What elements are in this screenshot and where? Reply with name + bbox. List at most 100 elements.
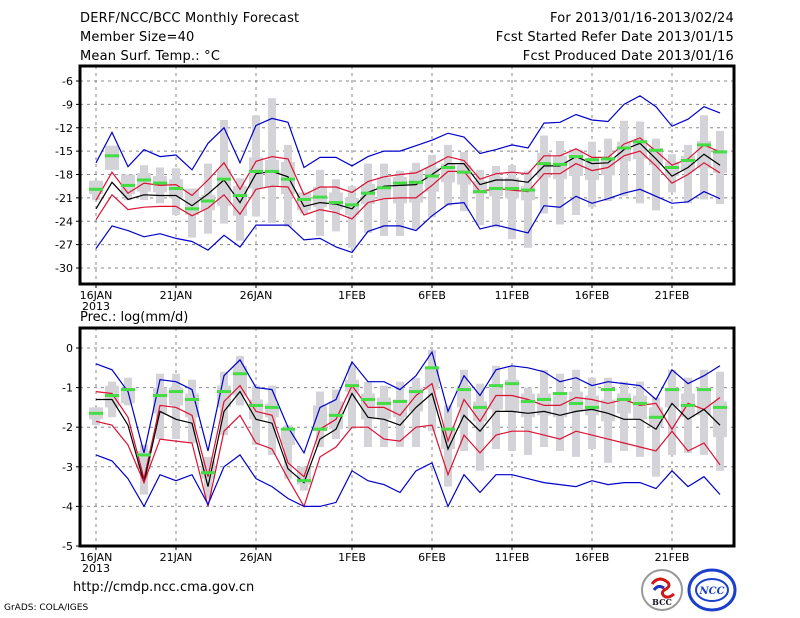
- iqr-box: [569, 391, 583, 412]
- x-year-label: 2013: [82, 300, 110, 313]
- iqr-box: [313, 405, 327, 432]
- median-mark: [441, 427, 455, 431]
- iqr-box: [601, 157, 615, 176]
- range-bar: [476, 169, 484, 226]
- series-mean-line: [95, 142, 721, 210]
- range-bar: [460, 369, 468, 451]
- median-mark: [601, 157, 615, 161]
- range-bar: [140, 445, 148, 495]
- median-mark: [345, 203, 359, 207]
- median-mark: [169, 187, 183, 191]
- median-mark: [249, 169, 263, 173]
- x-tick-label: 6FEB: [418, 551, 446, 564]
- median-mark: [201, 199, 215, 203]
- range-bar: [348, 365, 356, 430]
- series-min-line: [95, 454, 721, 508]
- median-mark: [489, 384, 503, 388]
- median-mark: [313, 427, 327, 431]
- range-bar: [572, 151, 580, 216]
- median-mark: [489, 187, 503, 191]
- x-tick-label: 11FEB: [495, 551, 530, 564]
- iqr-box: [137, 172, 151, 192]
- iqr-box: [393, 176, 407, 204]
- median-mark: [185, 397, 199, 401]
- y-tick-label: -6: [62, 75, 73, 88]
- iqr-box: [457, 165, 471, 185]
- range-bar: [524, 170, 532, 248]
- median-mark: [377, 401, 391, 405]
- y-tick-label: -30: [55, 262, 73, 275]
- plot-frame: [78, 326, 736, 548]
- median-mark: [105, 394, 119, 398]
- range-bar: [652, 397, 660, 477]
- median-mark: [585, 158, 599, 162]
- x-tick-label: 21JAN: [160, 551, 193, 564]
- median-mark: [649, 415, 663, 419]
- header-left: DERF/NCC/BCC Monthly Forecast Member Siz…: [80, 9, 299, 66]
- iqr-box: [233, 186, 247, 216]
- median-mark: [345, 384, 359, 388]
- ncc-logo: NCC: [687, 568, 737, 612]
- median-mark: [329, 201, 343, 205]
- median-mark: [409, 180, 423, 184]
- iqr-box: [121, 389, 135, 404]
- median-mark: [537, 397, 551, 401]
- median-mark: [265, 169, 279, 173]
- x-year-label: 2013: [82, 562, 110, 575]
- iqr-box: [553, 395, 567, 418]
- median-mark: [153, 181, 167, 185]
- iqr-box: [697, 387, 711, 416]
- median-mark: [185, 207, 199, 211]
- iqr-box: [665, 387, 679, 408]
- median-mark: [329, 413, 343, 417]
- iqr-box: [345, 197, 359, 216]
- x-tick-label: 6FEB: [418, 289, 446, 302]
- range-bar: [668, 369, 676, 455]
- y-tick-label: -9: [62, 98, 73, 111]
- y-tick-label: -27: [55, 239, 73, 252]
- median-mark: [105, 154, 119, 158]
- x-tick-label: 1FEB: [338, 289, 366, 302]
- member-size: Member Size=40: [80, 30, 195, 45]
- median-mark: [233, 194, 247, 198]
- range-bar: [284, 425, 292, 479]
- series-max-line: [95, 350, 721, 455]
- x-tick-label: 26JAN: [240, 551, 273, 564]
- range-bar: [428, 349, 436, 432]
- x-tick-label: 11FEB: [495, 289, 530, 302]
- range-bar: [524, 387, 532, 455]
- median-mark: [633, 140, 647, 144]
- source-url[interactable]: http://cmdp.ncc.cma.gov.cn: [73, 580, 255, 595]
- median-mark: [665, 388, 679, 392]
- x-tick-label: 16JAN: [80, 551, 113, 564]
- series-mean-line: [96, 390, 721, 487]
- temperature-chart: -6 -9 -12 -15 -18 -21 -24 -27 -30 16JAN 21JAN 26JAN…: [55, 64, 736, 313]
- range-bar: [268, 385, 276, 455]
- median-mark: [297, 197, 311, 201]
- x-tick-label: 21FEB: [655, 289, 690, 302]
- median-mark: [713, 405, 727, 409]
- produced-date: Fcst Produced Date 2013/01/16: [522, 49, 734, 64]
- iqr-box: [521, 186, 535, 201]
- iqr-box: [649, 148, 663, 166]
- median-mark: [89, 187, 103, 191]
- forecast-title: DERF/NCC/BCC Monthly Forecast: [80, 11, 300, 26]
- bcc-logo: BCC: [641, 569, 683, 611]
- median-mark: [665, 165, 679, 169]
- range-bar: [476, 383, 484, 471]
- median-mark: [569, 155, 583, 159]
- y-tick-label: -2: [62, 421, 73, 434]
- range-bar: [412, 377, 420, 447]
- median-mark: [713, 150, 727, 154]
- median-mark: [137, 453, 151, 457]
- iqr-box: [489, 176, 503, 197]
- variable-label: Mean Surf. Temp.: °C: [80, 49, 221, 64]
- y-tick-label: -18: [55, 169, 73, 182]
- x-tick-label: 16FEB: [575, 551, 610, 564]
- median-mark: [393, 181, 407, 185]
- median-mark: [153, 394, 167, 398]
- iqr-box: [713, 401, 727, 438]
- y-tick-label: -21: [55, 192, 73, 205]
- median-mark: [121, 183, 135, 187]
